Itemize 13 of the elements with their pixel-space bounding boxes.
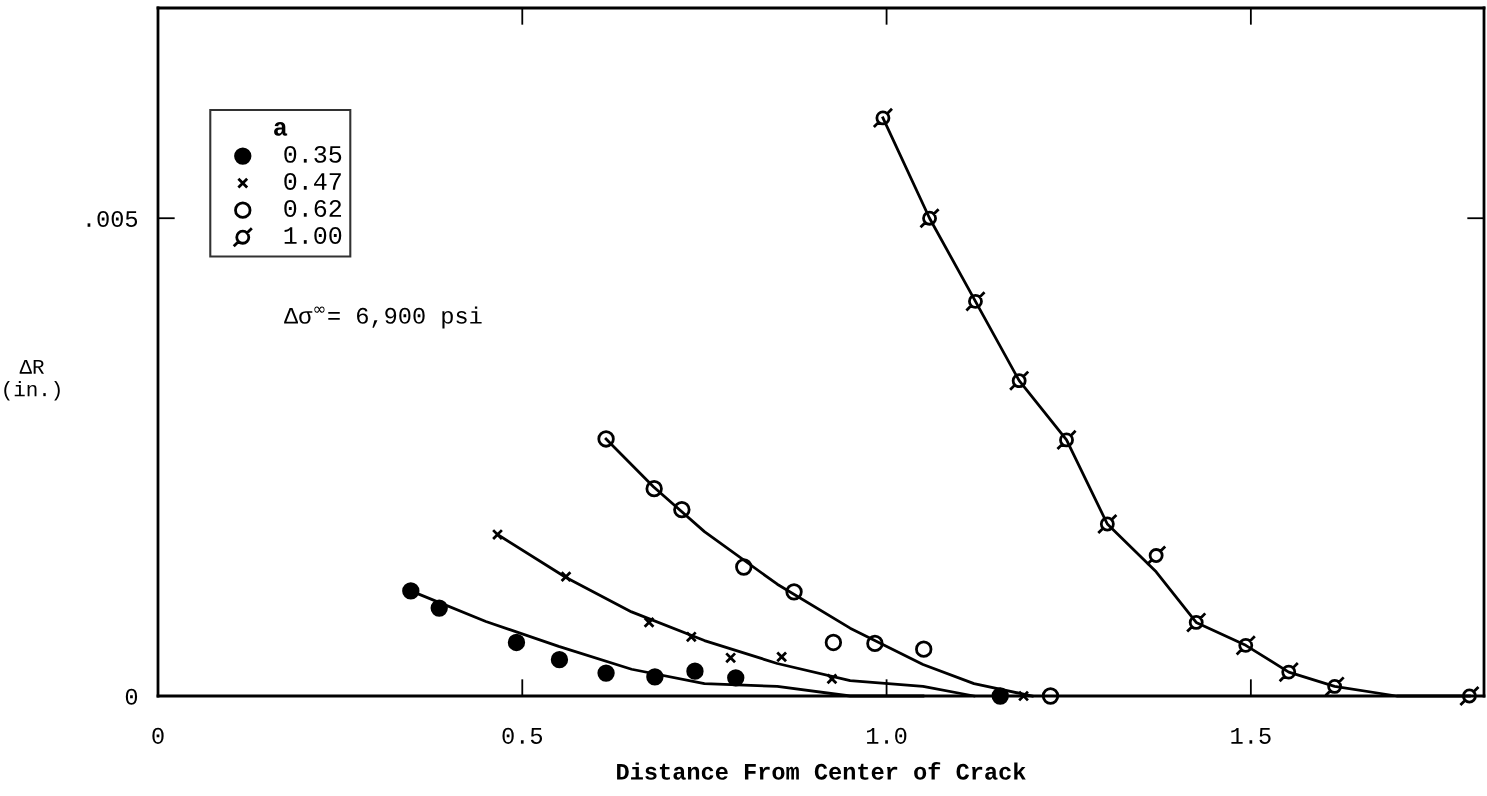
- legend-label: 0.35: [284, 145, 342, 163]
- x-tick-label: 1.0: [867, 727, 907, 744]
- x-tick-label: 1.5: [1231, 728, 1271, 744]
- y-tick-label: .005: [87, 210, 138, 228]
- annotation: Δσ$^{∞}$= 6,900 psi: [284, 306, 482, 329]
- x-axis-title: Distance From Center of Crack: [617, 762, 1026, 780]
- legend-label: 0.47: [284, 172, 341, 190]
- x-tick-label: 0.5: [502, 727, 543, 744]
- legend-title: a: [274, 122, 288, 136]
- x-tick-label: 0: [152, 727, 164, 744]
- legend-label: 1.00: [284, 227, 342, 245]
- legend-label: 0.62: [284, 200, 342, 217]
- y-axis-title: ΔR (in.): [4, 359, 60, 401]
